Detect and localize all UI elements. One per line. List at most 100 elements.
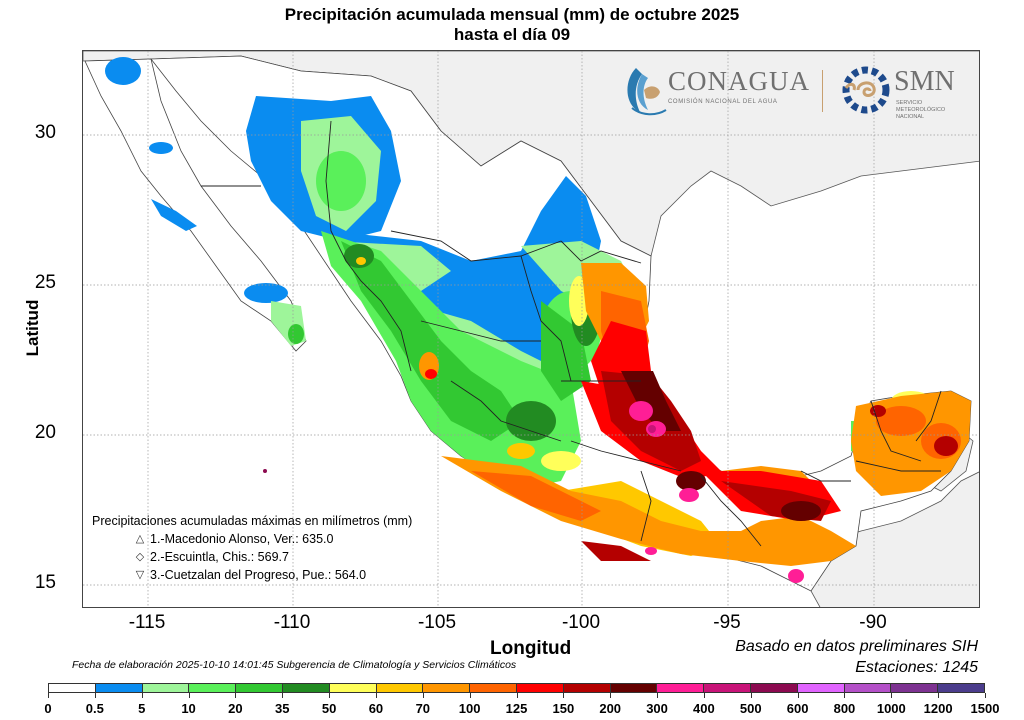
colorbar-tick-label: 200 bbox=[599, 701, 622, 716]
colorbar-segment bbox=[516, 684, 564, 692]
smn-subtitle: SERVICIO METEOROLÓGICO NACIONAL bbox=[896, 100, 945, 121]
colorbar-tick-mark bbox=[375, 693, 377, 698]
colorbar-tick-label: 300 bbox=[646, 701, 668, 716]
colorbar-segment bbox=[610, 684, 658, 692]
colorbar-tick-mark bbox=[188, 693, 190, 698]
colorbar-segment bbox=[891, 684, 939, 692]
data-source-note: Basado en datos preliminares SIH Estacio… bbox=[735, 636, 978, 678]
smn-subtitle-line3: NACIONAL bbox=[896, 114, 925, 120]
map-title: Precipitación acumulada mensual (mm) de … bbox=[284, 5, 740, 24]
diamond-icon: ◇ bbox=[135, 551, 145, 563]
triangle-up-icon: △ bbox=[135, 533, 145, 545]
colorbar-segment bbox=[329, 684, 377, 692]
colorbar-tick-mark bbox=[610, 693, 612, 698]
colorbar-tick-mark bbox=[844, 693, 846, 698]
colorbar-segment bbox=[750, 684, 798, 692]
precipitation-map bbox=[82, 50, 980, 608]
smn-emblem-icon bbox=[842, 66, 890, 114]
colorbar-tick-mark bbox=[563, 693, 565, 698]
conagua-subtitle: COMISIÓN NACIONAL DEL AGUA bbox=[668, 99, 778, 105]
xtick--110: -110 bbox=[273, 612, 311, 633]
colorbar-tick-mark bbox=[750, 693, 752, 698]
colorbar-segment bbox=[95, 684, 143, 692]
ytick-20: 20 bbox=[34, 422, 56, 443]
xtick--100: -100 bbox=[561, 612, 601, 633]
colorbar-tick-label: 400 bbox=[693, 701, 715, 716]
station-count: Estaciones: 1245 bbox=[855, 659, 978, 676]
colorbar-segment bbox=[49, 684, 96, 692]
x-axis-label: Longitud bbox=[490, 638, 572, 659]
xtick--90: -90 bbox=[859, 612, 887, 633]
conagua-name: CONAGUA bbox=[668, 66, 810, 96]
colorbar-tick-mark bbox=[797, 693, 799, 698]
xtick--115: -115 bbox=[128, 612, 166, 633]
colorbar-segment bbox=[704, 684, 751, 692]
max-precip-item-2: ◇ 2.-Escuintla, Chis.: 569.7 bbox=[92, 548, 412, 566]
colorbar-segment bbox=[236, 684, 283, 692]
max-precip-text-3: 3.-Cuetzalan del Progreso, Pue.: 564.0 bbox=[150, 568, 367, 582]
colorbar-tick-label: 60 bbox=[368, 701, 384, 716]
colorbar-tick-label: 0 bbox=[44, 701, 52, 716]
colorbar-segment bbox=[797, 684, 845, 692]
colorbar-segment bbox=[844, 684, 892, 692]
colorbar-tick-mark bbox=[938, 693, 940, 698]
colorbar-tick-label: 1000 bbox=[876, 701, 906, 716]
colorbar-tick-label: 1200 bbox=[923, 701, 953, 716]
colorbar-tick-label: 5 bbox=[138, 701, 146, 716]
colorbar-tick-mark bbox=[985, 693, 986, 698]
y-axis-label: Latitud bbox=[23, 299, 42, 357]
colorbar-tick-mark bbox=[141, 693, 143, 698]
colorbar-tick-label: 0.5 bbox=[85, 701, 104, 716]
colorbar-segment bbox=[376, 684, 424, 692]
colorbar-tick-mark bbox=[657, 693, 659, 698]
max-precip-text-2: 2.-Escuintla, Chis.: 569.7 bbox=[150, 550, 289, 564]
triangle-down-icon: ▽ bbox=[135, 569, 145, 581]
ytick-15: 15 bbox=[34, 572, 56, 593]
colorbar bbox=[48, 683, 985, 693]
colorbar-segment bbox=[142, 684, 190, 692]
creation-date-note: Fecha de elaboración 2025-10-10 14:01:45… bbox=[72, 659, 517, 671]
ytick-30: 30 bbox=[34, 122, 56, 143]
colorbar-tick-label: 125 bbox=[505, 701, 528, 716]
colorbar-tick-label: 150 bbox=[552, 701, 575, 716]
colorbar-tick-label: 1500 bbox=[970, 701, 1000, 716]
colorbar-tick-label: 35 bbox=[275, 701, 290, 716]
colorbar-segment bbox=[282, 684, 330, 692]
logo-divider bbox=[822, 70, 823, 112]
colorbar-tick-mark bbox=[422, 693, 424, 698]
colorbar-segment bbox=[657, 684, 705, 692]
colorbar-tick-label: 50 bbox=[321, 701, 337, 716]
colorbar-tick-label: 70 bbox=[415, 701, 431, 716]
colorbar-segment bbox=[938, 684, 984, 692]
colorbar-segment bbox=[189, 684, 237, 692]
map-canvas bbox=[83, 51, 979, 607]
colorbar-tick-label: 100 bbox=[458, 701, 481, 716]
smn-subtitle-line1: SERVICIO bbox=[896, 100, 923, 106]
max-precip-heading: Precipitaciones acumuladas máximas en mi… bbox=[92, 514, 413, 528]
colorbar-tick-label: 800 bbox=[833, 701, 856, 716]
colorbar-tick-mark bbox=[891, 693, 893, 698]
basado-text: Basado en datos preliminares SIH bbox=[735, 638, 978, 655]
xtick--105: -105 bbox=[417, 612, 457, 633]
colorbar-tick-mark bbox=[329, 693, 331, 698]
colorbar-tick-mark bbox=[703, 693, 705, 698]
smn-subtitle-line2: METEOROLÓGICO bbox=[896, 107, 946, 113]
colorbar-segment bbox=[563, 684, 611, 692]
colorbar-tick-mark bbox=[469, 693, 471, 698]
colorbar-tick-label: 20 bbox=[228, 701, 243, 716]
colorbar-tick-mark bbox=[235, 693, 237, 698]
smn-name: SMN bbox=[894, 66, 955, 97]
colorbar-tick-label: 10 bbox=[181, 701, 196, 716]
max-precip-text-1: 1.-Macedonio Alonso, Ver.: 635.0 bbox=[150, 532, 334, 546]
colorbar-segment bbox=[423, 684, 471, 692]
colorbar-tick-mark bbox=[282, 693, 284, 698]
max-precip-legend: Precipitaciones acumuladas máximas en mi… bbox=[92, 512, 412, 584]
conagua-emblem-icon bbox=[627, 68, 667, 116]
ytick-25: 25 bbox=[34, 272, 56, 293]
smn-logo: SMN SERVICIO METEOROLÓGICO NACIONAL bbox=[842, 60, 955, 125]
max-precip-item-1: △ 1.-Macedonio Alonso, Ver.: 635.0 bbox=[92, 530, 412, 548]
map-subtitle: hasta el día 09 bbox=[453, 25, 571, 44]
colorbar-tick-mark bbox=[516, 693, 518, 698]
conagua-logo: CONAGUA COMISIÓN NACIONAL DEL AGUA bbox=[622, 60, 809, 125]
colorbar-tick-label: 600 bbox=[786, 701, 809, 716]
